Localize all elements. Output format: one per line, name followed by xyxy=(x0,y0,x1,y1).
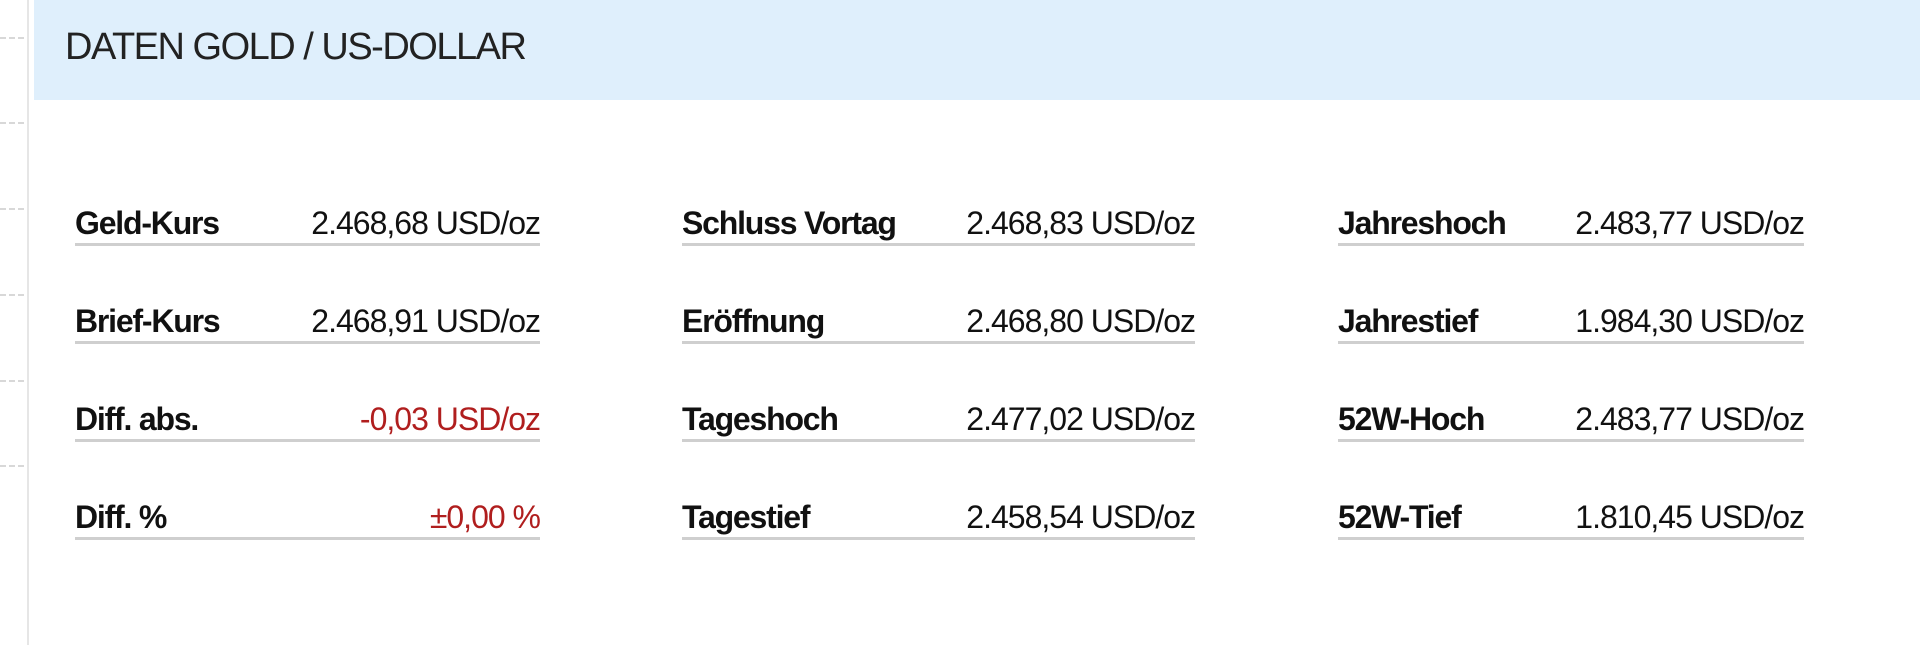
gridline xyxy=(0,37,24,39)
gridline xyxy=(0,122,24,124)
chart-border xyxy=(27,0,29,645)
row-value: 2.477,02 USD/oz xyxy=(966,401,1196,437)
row-label: Geld-Kurs xyxy=(75,205,220,241)
gridline xyxy=(0,208,24,210)
gridline xyxy=(0,465,24,467)
data-row: Eröffnung 2.468,80 USD/oz xyxy=(682,301,1196,344)
row-value: 2.468,80 USD/oz xyxy=(966,303,1196,339)
data-row: Jahreshoch 2.483,77 USD/oz xyxy=(1338,203,1805,246)
section-header: DATEN GOLD / US-DOLLAR xyxy=(34,0,1920,100)
gridline xyxy=(0,294,24,296)
row-value: 2.468,83 USD/oz xyxy=(966,205,1196,241)
data-row: Tageshoch 2.477,02 USD/oz xyxy=(682,399,1196,442)
row-value: 2.468,68 USD/oz xyxy=(311,205,541,241)
row-label: 52W-Tief xyxy=(1338,499,1462,535)
data-row: Diff. % ±0,00 % xyxy=(75,497,541,540)
row-label: Diff. abs. xyxy=(75,401,199,437)
data-row: 52W-Hoch 2.483,77 USD/oz xyxy=(1338,399,1805,442)
row-label: Eröffnung xyxy=(682,303,825,339)
row-value: 1.984,30 USD/oz xyxy=(1575,303,1805,339)
row-label: 52W-Hoch xyxy=(1338,401,1485,437)
data-row: Jahrestief 1.984,30 USD/oz xyxy=(1338,301,1805,344)
data-row: Geld-Kurs 2.468,68 USD/oz xyxy=(75,203,541,246)
row-label: Jahrestief xyxy=(1338,303,1478,339)
row-value: 2.483,77 USD/oz xyxy=(1575,205,1805,241)
data-row: Schluss Vortag 2.468,83 USD/oz xyxy=(682,203,1196,246)
data-row: Brief-Kurs 2.468,91 USD/oz xyxy=(75,301,541,344)
section-title: DATEN GOLD / US-DOLLAR xyxy=(65,26,527,68)
row-value: 2.458,54 USD/oz xyxy=(966,499,1196,535)
data-row: Tagestief 2.458,54 USD/oz xyxy=(682,497,1196,540)
row-value: -0,03 USD/oz xyxy=(359,401,541,437)
gridline xyxy=(0,380,24,382)
row-label: Brief-Kurs xyxy=(75,303,221,339)
row-label: Tageshoch xyxy=(682,401,839,437)
data-row: 52W-Tief 1.810,45 USD/oz xyxy=(1338,497,1805,540)
row-label: Tagestief xyxy=(682,499,811,535)
row-label: Jahreshoch xyxy=(1338,205,1507,241)
row-label: Diff. % xyxy=(75,499,167,535)
row-value: ±0,00 % xyxy=(429,499,541,535)
data-row: Diff. abs. -0,03 USD/oz xyxy=(75,399,541,442)
row-value: 2.468,91 USD/oz xyxy=(311,303,541,339)
row-value: 2.483,77 USD/oz xyxy=(1575,401,1805,437)
row-value: 1.810,45 USD/oz xyxy=(1575,499,1805,535)
row-label: Schluss Vortag xyxy=(682,205,897,241)
